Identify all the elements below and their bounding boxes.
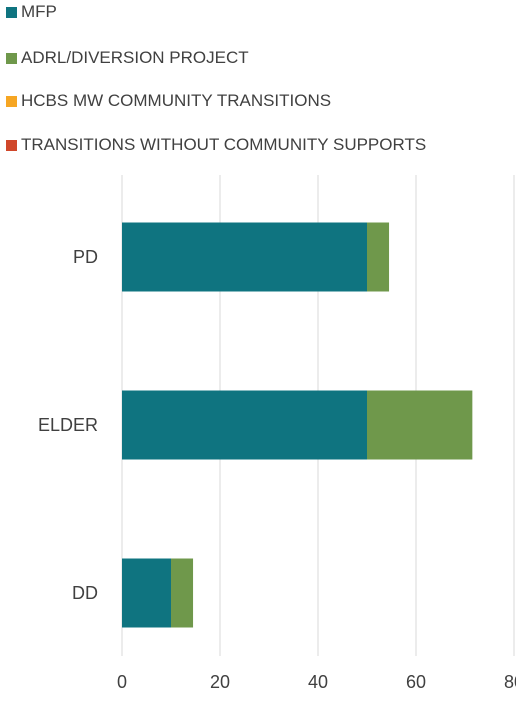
x-tick-label-80: 80: [504, 672, 516, 692]
legend-swatch-mfp: [6, 6, 17, 18]
legend-label-mfp: MFP: [21, 2, 57, 21]
bar-dd-series-1: [171, 558, 194, 628]
category-label-elder: ELDER: [38, 415, 98, 435]
bar-elder-series-0: [122, 390, 367, 460]
x-tick-label-40: 40: [308, 672, 328, 692]
legend-swatch-transitions: [6, 139, 17, 151]
bar-dd-series-0: [122, 558, 171, 628]
category-label-dd: DD: [72, 583, 98, 603]
category-labels: PD ELDER DD: [38, 247, 98, 603]
legend-label-transitions: TRANSITIONS WITHOUT COMMUNITY SUPPORTS: [21, 135, 427, 154]
x-tick-labels: 0 20 40 60 80: [117, 672, 516, 692]
legend-label-adrl: ADRL/DIVERSION PROJECT: [21, 48, 249, 67]
legend-swatch-adrl: [6, 52, 17, 64]
bar-elder-series-1: [367, 390, 473, 460]
legend-item-hcbs: HCBS MW COMMUNITY TRANSITIONS: [6, 91, 331, 111]
x-tick-label-60: 60: [406, 672, 426, 692]
x-tick-label-0: 0: [117, 672, 127, 692]
bar-pd-series-1: [367, 222, 390, 292]
x-tick-label-20: 20: [210, 672, 230, 692]
bar-group: [122, 222, 473, 628]
legend-item-mfp: MFP: [6, 2, 57, 22]
category-label-pd: PD: [73, 247, 98, 267]
bar-pd-series-0: [122, 222, 367, 292]
legend-label-hcbs: HCBS MW COMMUNITY TRANSITIONS: [21, 91, 332, 110]
legend-item-adrl: ADRL/DIVERSION PROJECT: [6, 48, 249, 68]
legend-swatch-hcbs: [6, 95, 17, 107]
legend-item-transitions: TRANSITIONS WITHOUT COMMUNITY SUPPORTS: [6, 135, 426, 155]
